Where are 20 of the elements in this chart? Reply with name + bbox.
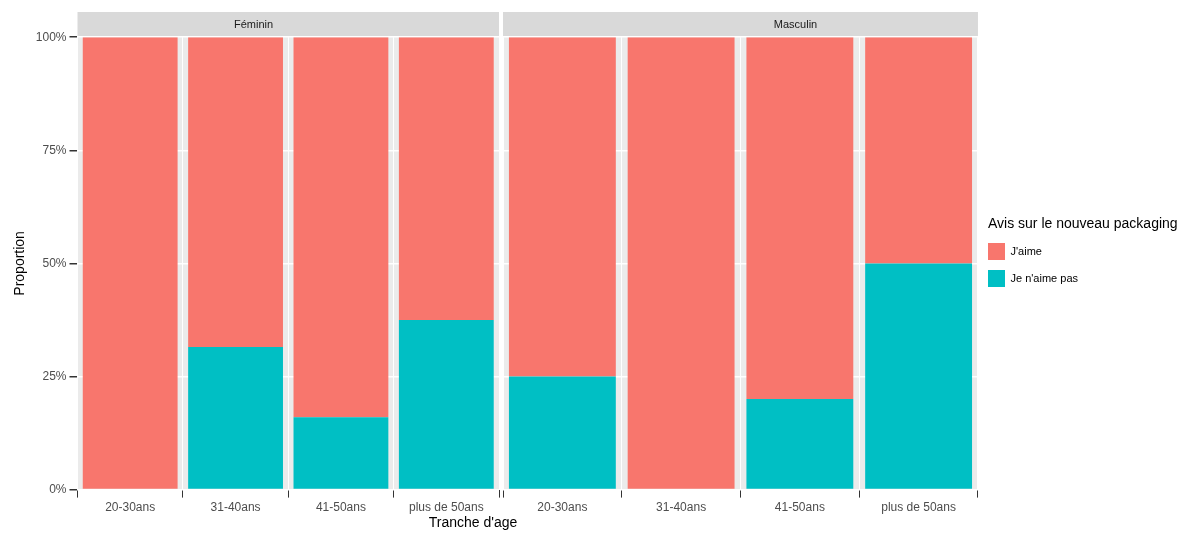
x-tick-label: 41-50ans [774, 500, 825, 515]
y-tick-label: 50% [42, 255, 67, 270]
y-axis-title: Proportion [11, 231, 28, 296]
chart-title: Masculin [773, 17, 818, 30]
x-axis-title: Tranche d'age [427, 514, 519, 530]
y-tick-label: 0% [49, 481, 67, 496]
x-tick-label: 20-30ans [537, 500, 588, 515]
x-tick-label: 41-50ans [315, 500, 366, 515]
x-tick-label: plus de 50ans [881, 500, 956, 515]
x-tick-label: plus de 50ans [408, 500, 484, 515]
x-tick-label: 31-40ans [656, 500, 707, 515]
y-tick-label: 100% [35, 29, 67, 44]
legend-label: J'aime [1010, 244, 1042, 257]
legend-title: Avis sur le nouveau packaging [987, 215, 1178, 231]
chart-title: Féminin [233, 17, 274, 30]
y-tick-label: 25% [42, 368, 67, 383]
x-tick-label: 31-40ans [210, 500, 261, 515]
x-tick-label: 20-30ans [105, 500, 156, 515]
y-tick-label: 75% [42, 142, 67, 157]
legend-label: Je n'aime pas [1010, 271, 1079, 284]
